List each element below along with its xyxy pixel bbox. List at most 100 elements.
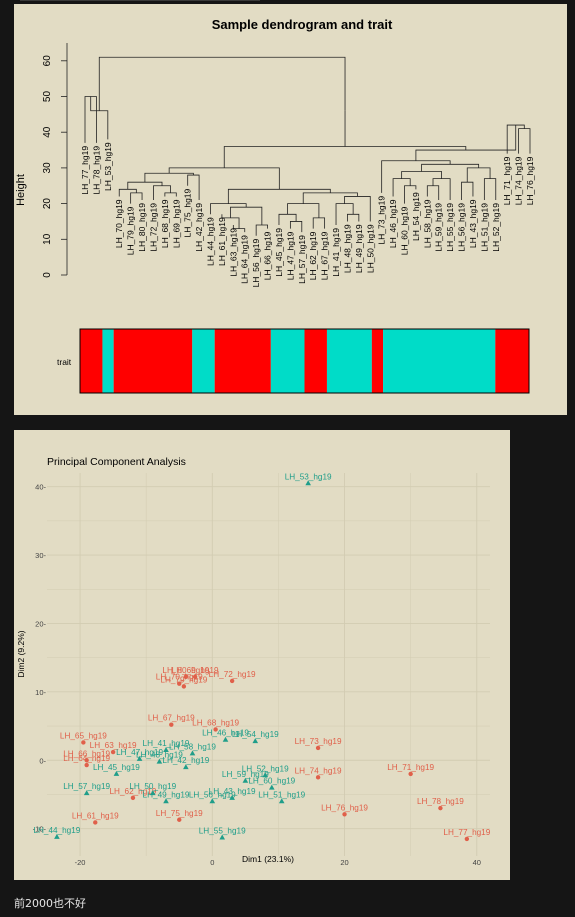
dendrogram-link <box>278 213 297 226</box>
pca-point-triangle <box>222 736 229 742</box>
pca-point-label: LH_62_hg19 <box>110 787 157 796</box>
y-tick-label: 30- <box>35 551 46 560</box>
leaf-label: LH_60_hg19 <box>399 206 409 255</box>
leaf-label: LH_42_hg19 <box>194 203 204 252</box>
leaf-label: LH_71_hg19 <box>502 156 512 205</box>
pca-point-triangle <box>229 794 235 800</box>
pca-point-circle <box>181 684 187 689</box>
leaf-label: LH_75_hg19 <box>183 188 193 237</box>
leaf-label: LH_69_hg19 <box>171 199 181 248</box>
dendrogram-link <box>230 206 263 226</box>
leaf-label: LH_59_hg19 <box>434 203 444 252</box>
y-tick-label: 20- <box>35 619 46 628</box>
dendrogram-leaf-labels: LH_77_hg19 LH_78_hg19 LH_53_hg19LH_70_hg19… <box>80 142 535 287</box>
pca-point-label: LH_80_hg19 <box>162 666 209 675</box>
pca-point-label: LH_52_hg19 <box>242 764 289 773</box>
pca-point-label: LH_63_hg19 <box>90 741 137 750</box>
leaf-label: LH_68_hg19 <box>160 199 170 248</box>
dendrogram-link <box>518 128 531 154</box>
pca-point-circle <box>81 740 86 745</box>
leaf-label: LH_77_hg19 <box>80 146 90 195</box>
dendrogram-link <box>312 217 326 229</box>
leaf-label: LH_55_hg19 <box>445 203 455 252</box>
pca-point-triangle <box>163 746 169 752</box>
dendrogram-link <box>432 178 451 201</box>
pca-point-circle <box>177 681 182 686</box>
pca-chart: Principal Component Analysis -20 0 20 40-10… <box>16 456 491 867</box>
trait-label: trait <box>57 357 72 367</box>
dendrogram-link <box>164 192 177 197</box>
pca-point-triangle <box>219 834 226 840</box>
x-tick-label: 20 <box>340 858 348 867</box>
pca-point-circle <box>315 775 321 780</box>
pca-point-triangle <box>149 790 156 796</box>
leaf-label: LH_58_hg19 <box>422 199 432 248</box>
pca-point-triangle <box>83 790 90 796</box>
leaf-label: LH_76_hg19 <box>525 156 535 205</box>
leaf-label: LH_70_hg19 <box>114 199 124 248</box>
pca-point-label: LH_56_hg19 <box>189 790 236 799</box>
x-tick-label: 0 <box>210 858 214 867</box>
pca-point-circle <box>192 674 198 680</box>
dendrogram-link <box>144 172 194 183</box>
leaf-label: LH_61_hg19 <box>217 217 227 266</box>
dendrogram-chart: Sample dendrogram and trait Height 0 10 20… <box>15 17 535 394</box>
pca-point-label: LH_61_hg19 <box>72 811 119 820</box>
trait-segment <box>326 329 372 393</box>
dendrogram-link <box>302 192 358 204</box>
dendrogram-link <box>98 56 346 111</box>
leaf-label: LH_80_hg19 <box>137 203 147 252</box>
leaf-label: LH_44_hg19 <box>206 217 216 266</box>
pca-point-circle <box>169 722 174 727</box>
pca-point-label: LH_69_hg19 <box>172 666 219 675</box>
pca-point-label: LH_65_hg19 <box>60 731 107 740</box>
y-tick-label: 40 <box>42 126 53 138</box>
pca-point-label: LH_70_hg19 <box>156 673 203 682</box>
leaf-label: LH_66_hg19 <box>263 231 273 280</box>
pca-point-triangle <box>269 784 275 790</box>
pca-point-label: LH_43_hg19 <box>209 787 256 796</box>
pca-point-label: LH_73_hg19 <box>295 737 342 746</box>
leaf-label: LH_56_hg19 <box>251 238 261 287</box>
trait-segment <box>383 329 496 393</box>
pca-point-label: LH_75_hg19 <box>156 809 203 818</box>
leaf-label: LH_51_hg19 <box>479 203 489 252</box>
caption-text: 前2000也不好 <box>14 897 86 910</box>
pca-point-label: LH_68_hg19 <box>192 718 239 727</box>
leaf-label: LH_67_hg19 <box>320 231 330 280</box>
pca-point-circle <box>464 836 470 842</box>
pca-panel: Principal Component Analysis -20 0 20 40 -10… <box>14 430 510 880</box>
leaf-label: LH_64_hg19 <box>240 235 250 284</box>
pca-plot-area <box>47 473 490 856</box>
y-tick-label: -10- <box>33 825 47 834</box>
trait-bar-border <box>79 328 530 394</box>
pca-point-circle <box>93 820 98 825</box>
pca-point-circle <box>130 795 136 801</box>
pca-point-circle <box>183 674 189 680</box>
pca-point-circle <box>177 817 182 822</box>
leaf-label: LH_49_hg19 <box>354 224 364 273</box>
dendrogram-link <box>289 221 303 233</box>
pca-point-label: LH_46_hg19 <box>202 729 249 738</box>
pca-point-triangle <box>136 755 143 761</box>
pca-point-label: LH_49_hg19 <box>143 790 190 799</box>
pca-point-label: LH_42_hg19 <box>162 756 209 765</box>
leaf-label: LH_74_hg19 <box>514 156 524 205</box>
trait-segment <box>80 329 103 393</box>
y-tick-label: 40- <box>35 483 46 492</box>
pca-point-label: LH_48_hg19 <box>136 751 183 760</box>
trait-segment <box>270 329 305 393</box>
pca-point-label: LH_79_hg19 <box>160 675 207 684</box>
pca-point-label: LH_59_hg19 <box>222 770 269 779</box>
pca-point-label: LH_71_hg19 <box>387 763 434 772</box>
dendrogram-link <box>426 185 440 201</box>
leaf-label: LH_41_hg19 <box>331 228 341 277</box>
top-border-line <box>20 0 260 1</box>
leaf-label: LH_46_hg19 <box>388 199 398 248</box>
pca-point-triangle <box>209 798 216 804</box>
y-tick-label: 20 <box>42 198 53 210</box>
pca-axis-ticks: -20 0 20 40 -10- 0- 10- 20- 30- 40- <box>33 483 481 867</box>
pca-point-label: LH_44_hg19 <box>33 826 80 835</box>
y-tick-label: 50 <box>42 91 53 103</box>
dendrogram-link <box>344 196 371 222</box>
